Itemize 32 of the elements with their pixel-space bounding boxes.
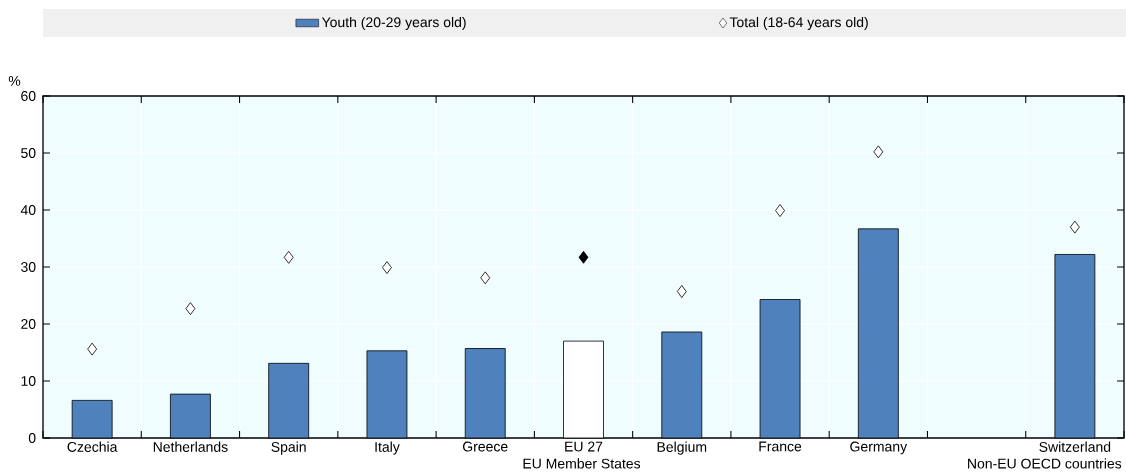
point bbox=[480, 271, 491, 285]
x-tick-label: Czechia bbox=[67, 441, 118, 452]
point bbox=[578, 250, 589, 264]
y-tick-label: 30 bbox=[21, 262, 36, 272]
y-tick-label: 50 bbox=[21, 148, 36, 158]
x-tick-label: Netherlands bbox=[153, 441, 228, 452]
y-tick-label: 10 bbox=[21, 376, 36, 386]
point bbox=[1069, 220, 1080, 234]
legend-label: Total (18-64 years old) bbox=[729, 16, 868, 30]
x-tick-label: EU 27 bbox=[565, 441, 603, 452]
y-tick-label: 60 bbox=[21, 91, 36, 101]
x-tick-label: Switzerland bbox=[1039, 441, 1111, 452]
point bbox=[283, 250, 294, 264]
x-tick-label: Spain bbox=[271, 441, 306, 455]
point bbox=[87, 342, 98, 356]
y-axis-title: % bbox=[8, 75, 21, 86]
legend-label: Youth (20-29 years old) bbox=[321, 16, 466, 30]
point bbox=[382, 261, 392, 274]
point bbox=[676, 285, 687, 298]
x-tick-label: Greece bbox=[462, 441, 508, 452]
x-tick-label: Belgium bbox=[657, 441, 707, 455]
point bbox=[185, 302, 196, 316]
y-tick-label: 20 bbox=[21, 319, 36, 329]
y-tick-label: 40 bbox=[20, 205, 36, 215]
y-tick-label: 0 bbox=[28, 433, 36, 443]
x-tick-label: Germany bbox=[850, 441, 908, 455]
point bbox=[873, 145, 884, 159]
text: Non-EU OECD countries bbox=[968, 458, 1122, 469]
point bbox=[775, 204, 785, 217]
x-tick-label: France bbox=[759, 441, 802, 452]
text: EU Member States bbox=[523, 458, 641, 469]
x-tick-label: Italy bbox=[375, 441, 400, 455]
